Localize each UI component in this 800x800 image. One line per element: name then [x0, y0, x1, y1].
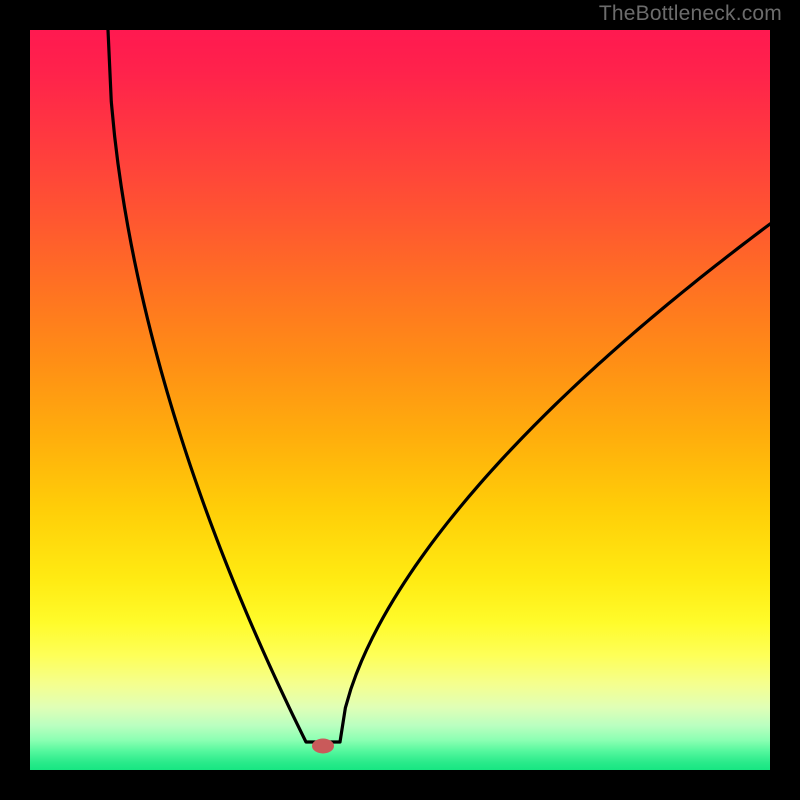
watermark-text: TheBottleneck.com	[599, 2, 782, 26]
plot-svg	[30, 30, 770, 770]
plot-area	[30, 30, 770, 770]
chart-frame: TheBottleneck.com	[0, 0, 800, 800]
optimum-marker	[312, 739, 334, 754]
gradient-background	[30, 30, 770, 770]
